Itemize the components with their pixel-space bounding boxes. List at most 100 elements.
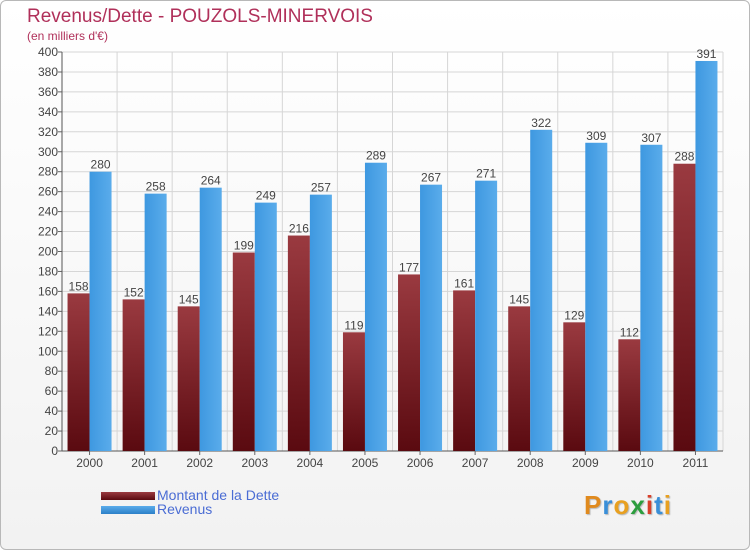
y-tick-label: 120 [38, 324, 58, 338]
y-tick-label: 240 [38, 205, 58, 219]
bar-dette [453, 290, 476, 451]
logo-letter: P [584, 490, 603, 520]
bar-revenus [420, 184, 443, 452]
data-label-revenus: 258 [146, 180, 166, 194]
axis-layer: 0 20 40 60 80 100 120 140 160 180 200 220 240 260 280 3… [38, 45, 723, 470]
x-tick-label: 2008 [517, 456, 544, 470]
legend-label-dette: Montant de la Dette [157, 487, 280, 503]
logo-letter: x [630, 490, 646, 520]
chart-title: Revenus/Dette - POUZOLS-MINERVOIS [27, 6, 373, 27]
data-label-dette: 199 [234, 238, 254, 252]
bar-dette [122, 299, 145, 451]
data-label-dette: 177 [399, 260, 419, 274]
x-tick-label: 2010 [627, 456, 654, 470]
legend-swatch-revenus [101, 506, 155, 514]
bar-revenus [695, 60, 718, 451]
bar-dette [673, 163, 696, 451]
bar-dette [618, 339, 641, 451]
bar-revenus [309, 194, 332, 451]
y-tick-label: 380 [38, 65, 58, 79]
bar-layer [67, 60, 718, 452]
bar-dette [287, 235, 310, 451]
bar-dette [563, 322, 586, 451]
y-tick-label: 60 [45, 384, 59, 398]
bar-revenus [475, 180, 498, 452]
y-tick-label: 260 [38, 185, 58, 199]
chart-subtitle: (en milliers d'€) [27, 29, 108, 43]
data-label-dette: 145 [509, 292, 529, 306]
y-tick-label: 140 [38, 304, 58, 318]
y-tick-label: 280 [38, 165, 58, 179]
data-label-dette: 288 [674, 150, 694, 164]
x-tick-label: 2002 [186, 456, 213, 470]
data-label-dette: 216 [289, 222, 309, 236]
data-label-dette: 119 [344, 318, 363, 332]
data-label-dette: 161 [454, 276, 474, 290]
bar-revenus [144, 193, 167, 451]
bar-revenus [530, 129, 553, 451]
data-label-revenus: 249 [256, 189, 276, 203]
x-tick-label: 2004 [297, 456, 324, 470]
data-label-revenus: 289 [366, 149, 386, 163]
data-label-revenus: 264 [201, 174, 221, 188]
y-tick-label: 40 [45, 404, 59, 418]
bar-dette [232, 252, 255, 451]
y-tick-label: 300 [38, 145, 58, 159]
bar-dette [67, 293, 90, 451]
y-tick-label: 400 [38, 45, 58, 59]
bar-revenus [364, 162, 387, 451]
data-label-revenus: 307 [641, 131, 661, 145]
bar-dette [177, 306, 200, 451]
logo-letter: o [613, 490, 631, 520]
logo-letter: i [663, 490, 672, 520]
logo-letter: r [602, 490, 614, 520]
y-tick-label: 200 [38, 245, 58, 259]
y-tick-label: 80 [45, 364, 59, 378]
bar-revenus [640, 144, 663, 451]
legend-swatch-dette [101, 492, 155, 500]
y-tick-label: 160 [38, 284, 58, 298]
legend-label-revenus: Revenus [157, 501, 213, 517]
bar-dette [342, 332, 365, 451]
data-label-revenus: 280 [91, 158, 111, 172]
bar-revenus [254, 202, 277, 451]
data-label-dette: 158 [69, 279, 89, 293]
data-label-dette: 129 [564, 308, 584, 322]
y-tick-label: 320 [38, 125, 58, 139]
bar-revenus [199, 187, 222, 451]
data-label-revenus: 267 [421, 171, 441, 185]
bar-dette [398, 274, 421, 451]
x-tick-label: 2006 [407, 456, 434, 470]
label-layer: 158 280 152 258 145 264 199 249 216 257 119 289 177 2… [69, 47, 717, 339]
logo-letter: t [654, 490, 664, 520]
proxiti-logo: Proxiti [584, 490, 672, 521]
y-tick-label: 180 [38, 264, 58, 278]
x-tick-label: 2009 [572, 456, 599, 470]
y-tick-label: 100 [38, 344, 58, 358]
bar-dette [508, 306, 531, 451]
logo-letter: i [645, 490, 655, 520]
data-label-revenus: 309 [586, 129, 606, 143]
data-label-revenus: 257 [311, 181, 331, 195]
data-label-dette: 145 [179, 292, 199, 306]
x-tick-label: 2000 [76, 456, 103, 470]
y-tick-label: 20 [45, 424, 59, 438]
bar-revenus [585, 142, 608, 451]
y-tick-label: 360 [38, 85, 58, 99]
data-label-revenus: 271 [476, 167, 496, 181]
y-tick-label: 0 [51, 444, 58, 458]
data-label-revenus: 322 [531, 116, 551, 130]
x-tick-label: 2001 [131, 456, 158, 470]
data-label-dette: 152 [124, 285, 144, 299]
x-tick-label: 2003 [241, 456, 268, 470]
x-tick-label: 2007 [462, 456, 489, 470]
y-tick-label: 340 [38, 105, 58, 119]
y-tick-label: 220 [38, 225, 58, 239]
data-label-dette: 112 [620, 325, 639, 339]
data-label-revenus: 391 [696, 47, 716, 61]
bar-revenus [89, 171, 112, 451]
x-tick-label: 2005 [352, 456, 379, 470]
x-tick-label: 2011 [683, 456, 709, 470]
